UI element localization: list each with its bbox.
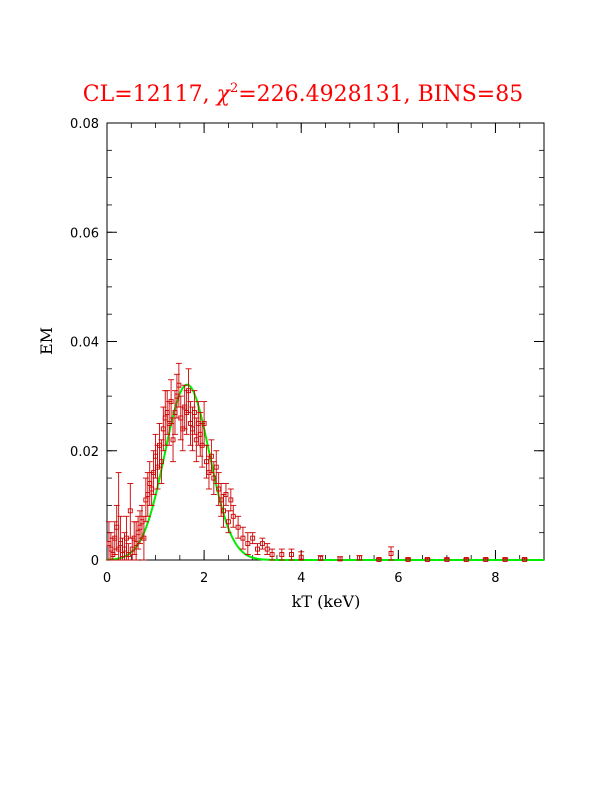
data-point — [388, 550, 394, 556]
chart-title-chi: χ — [215, 82, 232, 107]
data-point — [213, 464, 219, 470]
chart-title-prefix: CL=12117, — [83, 82, 217, 107]
data-point — [176, 382, 182, 388]
x-axis-label: kT (keV) — [292, 592, 361, 611]
data-point — [298, 554, 304, 560]
axis-ticks — [106, 122, 545, 561]
data-point — [425, 557, 430, 562]
chart-title: CL=12117, χ2=226.4928131, BINS=85 — [83, 81, 523, 107]
data-point — [357, 555, 362, 561]
data-point — [279, 552, 285, 557]
data-point — [483, 557, 489, 562]
y-axis-label: EM — [37, 327, 56, 355]
data-point — [191, 410, 197, 415]
data-point — [127, 508, 133, 514]
chart-title-suffix: =226.4928131, BINS=85 — [238, 82, 523, 107]
data-point — [240, 535, 246, 541]
data-point — [376, 557, 382, 562]
data-point — [463, 557, 469, 562]
data-point — [250, 535, 256, 541]
y-tick-label: 0.06 — [70, 226, 99, 241]
data-point — [337, 556, 343, 562]
data-point — [522, 557, 528, 562]
data-point — [186, 388, 192, 394]
data-point — [405, 557, 411, 562]
y-tick-label: 0.02 — [70, 445, 99, 460]
y-tick-label: 0.08 — [70, 117, 99, 132]
x-tick-label: 2 — [200, 571, 208, 586]
data-point — [141, 535, 147, 541]
data-point — [168, 399, 174, 405]
x-tick-label: 8 — [491, 571, 499, 586]
data-point — [269, 552, 275, 557]
data-point — [225, 519, 231, 525]
model-curve-group — [106, 383, 544, 561]
axis-tick-labels: 0 2 4 6 8 0 0.02 0.04 0.06 0.08 — [70, 117, 500, 586]
x-tick-label: 4 — [297, 571, 305, 586]
data-point — [502, 557, 508, 562]
data-point — [170, 437, 176, 443]
data-point — [208, 453, 214, 459]
data-points-group — [105, 362, 528, 562]
data-point — [444, 557, 450, 562]
plot-frame — [106, 122, 545, 561]
chart-title-chi-sup: 2 — [230, 81, 238, 96]
data-point — [318, 555, 324, 561]
x-tick-label: 6 — [394, 571, 402, 586]
data-point — [289, 552, 294, 557]
data-point — [125, 552, 131, 557]
data-point — [201, 420, 207, 426]
y-tick-label: 0.04 — [70, 336, 99, 351]
x-tick-label: 0 — [103, 571, 111, 586]
data-point — [158, 459, 164, 465]
y-tick-label: 0 — [91, 554, 99, 569]
model-curve — [106, 383, 544, 561]
data-point — [228, 497, 234, 503]
data-point — [223, 492, 229, 497]
